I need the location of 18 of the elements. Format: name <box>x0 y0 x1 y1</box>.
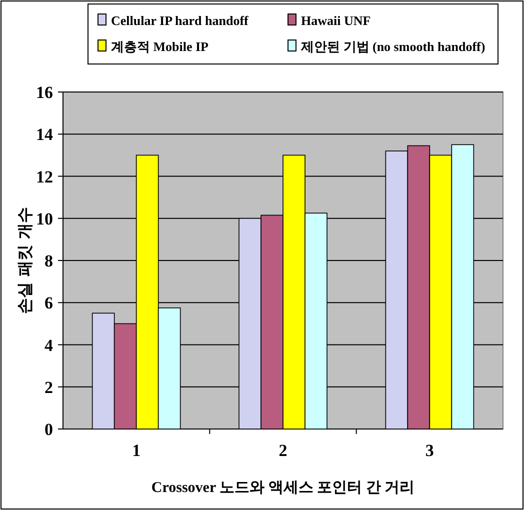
y-tick-label: 2 <box>44 378 53 397</box>
y-tick-label: 8 <box>44 252 53 270</box>
y-axis-title: 손실 패킷 개수 <box>15 206 34 314</box>
y-tick-label: 0 <box>44 420 53 439</box>
y-tick-label: 12 <box>36 167 53 186</box>
y-tick-label: 6 <box>44 294 53 313</box>
x-tick-label: 2 <box>278 441 288 460</box>
y-tick-label: 16 <box>36 83 53 102</box>
legend-label: 제안된 기법 (no smooth handoff) <box>300 39 486 54</box>
x-tick-label: 1 <box>132 441 141 460</box>
legend-label: Cellular IP hard handoff <box>111 13 250 28</box>
legend-label: Hawaii UNF <box>301 13 371 28</box>
x-axis-title: Crossover 노드와 액세스 포인터 간 거리 <box>151 480 415 496</box>
y-tick-label: 4 <box>44 336 54 355</box>
legend-label: 계층적 Mobile IP <box>111 39 209 54</box>
y-tick-label: 10 <box>36 209 53 228</box>
y-tick-label: 14 <box>36 125 54 144</box>
x-tick-label: 3 <box>425 441 434 460</box>
